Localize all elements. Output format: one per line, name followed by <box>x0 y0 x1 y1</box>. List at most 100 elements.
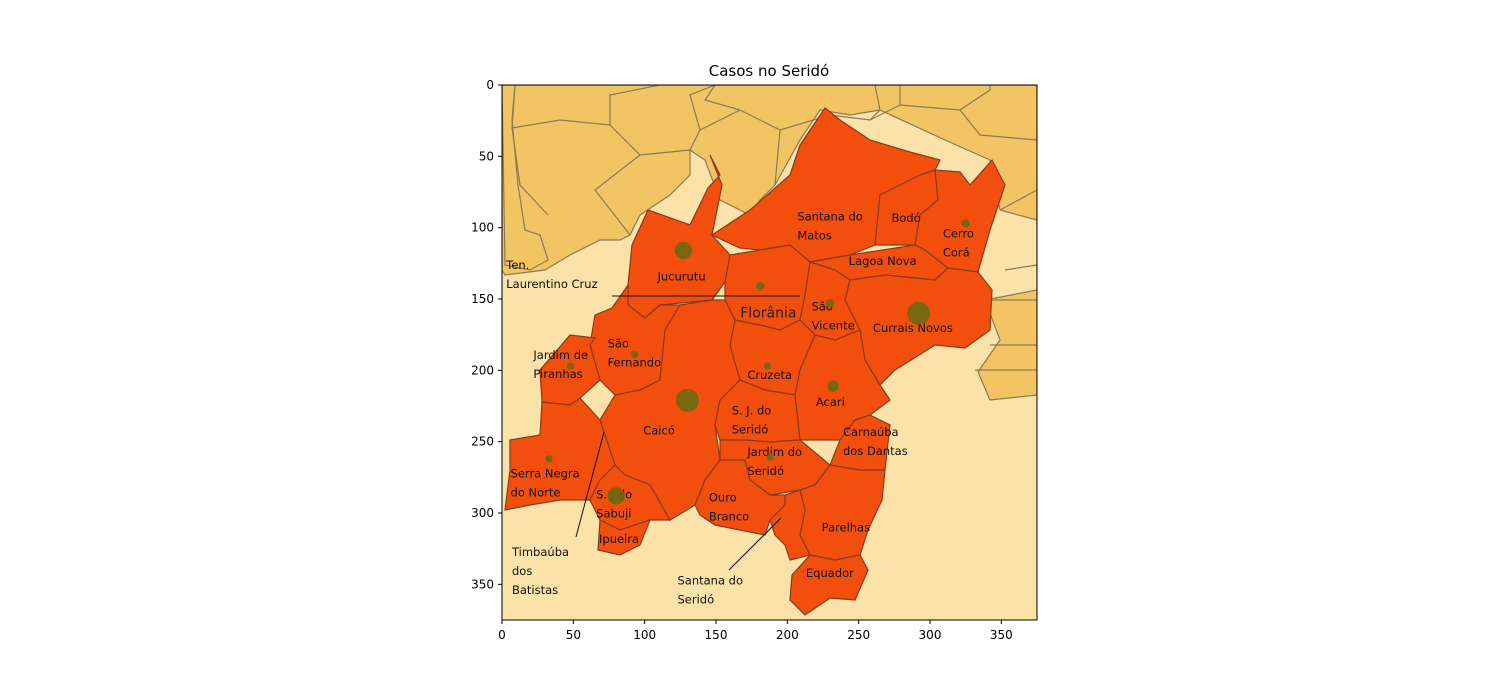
map-label-line: dos <box>512 564 532 578</box>
map-label-line: Lagoa Nova <box>849 254 917 268</box>
case-marker <box>631 351 639 359</box>
case-marker <box>607 487 625 505</box>
region-santana-do-serido <box>769 489 811 561</box>
map-label-line: Seridó <box>677 592 714 606</box>
y-tick-label: 50 <box>479 149 494 163</box>
map-label-jardim-do-serido: Jardim do Seridó <box>746 445 802 478</box>
y-tick-label: 300 <box>471 506 494 520</box>
map-label-line: Currais Novos <box>873 321 953 335</box>
map-label-timbauba-dos-batistas: Timbaúba dos Batistas <box>511 545 569 597</box>
y-tick-label: 100 <box>471 221 494 235</box>
x-tick-label: 200 <box>776 628 799 642</box>
map-label-carnauba-dos-dantas: Carnaúba dos Dantas <box>843 425 908 458</box>
leader-lines <box>575 295 800 571</box>
case-marker <box>545 455 553 463</box>
map-label-line: S. J. do <box>732 404 772 418</box>
map-label-line: Timbaúba <box>511 545 569 559</box>
y-axis: 0 50 100 150 200 250 300 350 <box>471 78 502 591</box>
map-label-line: Caicó <box>643 424 675 438</box>
x-tick-label: 300 <box>919 628 942 642</box>
x-tick-label: 250 <box>847 628 870 642</box>
case-marker <box>825 298 835 308</box>
axes-frame <box>501 84 1038 621</box>
map-label-caico: Caicó <box>643 424 675 438</box>
map-label-line: Cruzeta <box>747 368 792 382</box>
map-label-line: Jucurutu <box>657 269 706 283</box>
map-label-bodo: Bodó <box>891 211 920 225</box>
map-label-currais-novos: Currais Novos <box>873 321 953 335</box>
x-tick-label: 150 <box>705 628 728 642</box>
map-label-sj-do-serido: S. J. do Seridó <box>732 404 772 437</box>
case-marker <box>907 301 931 325</box>
case-marker <box>763 362 771 370</box>
map-label-line: Vicente <box>812 318 855 332</box>
x-tick-label: 100 <box>633 628 656 642</box>
map-label-line: Corá <box>943 246 970 260</box>
map-label-florania: Florânia <box>740 306 796 322</box>
map-label-line: Ouro <box>709 491 737 505</box>
map-label-jardim-de-piranhas: Jardim de Piranhas <box>532 348 588 381</box>
map-label-line: Cerro <box>943 227 974 241</box>
map-label-line: Sabuji <box>596 507 631 521</box>
map-label-line: Bodó <box>891 211 920 225</box>
map-label-line: Jardim do <box>746 445 802 459</box>
map-label-line: Ten. <box>505 258 529 272</box>
timbauba-leader-line <box>575 431 605 538</box>
neighbor-borders <box>511 85 1037 371</box>
case-marker <box>566 362 575 370</box>
map-label-sao-fernando: São Fernando <box>608 337 662 370</box>
case-marker <box>766 453 774 461</box>
region-equador <box>789 554 869 616</box>
x-axis: 0 50 100 150 200 250 300 350 <box>498 620 1013 642</box>
map-label-acari: Acari <box>816 395 845 409</box>
case-marker <box>961 219 970 228</box>
map-label-line: Florânia <box>740 306 796 322</box>
map-label-line: Branco <box>709 510 749 524</box>
y-tick-label: 0 <box>486 78 494 92</box>
map-label-line: Batistas <box>512 583 558 597</box>
map-label-line: Jardim de <box>532 348 588 362</box>
map-label-parelhas: Parelhas <box>822 521 871 535</box>
map-label-line: Equador <box>806 566 854 580</box>
map-label-serra-negra-do-norte: Serra Negra do Norte <box>511 466 580 499</box>
case-marker <box>827 380 839 392</box>
region-serra-negra-do-norte <box>504 397 616 511</box>
map-label-lagoa-nova: Lagoa Nova <box>849 254 917 268</box>
y-tick-label: 150 <box>471 292 494 306</box>
map-label-line: Ipueira <box>599 532 639 546</box>
case-marker <box>674 241 692 260</box>
map-label-cruzeta: Cruzeta <box>747 368 792 382</box>
map-label-line: Seridó <box>732 423 769 437</box>
map-label-santana-do-serido: Santana do Seridó <box>677 573 743 606</box>
map-label-line: do Norte <box>511 485 561 499</box>
serido-region <box>504 107 1006 616</box>
map-label-line: Fernando <box>608 356 662 370</box>
x-tick-label: 50 <box>566 628 581 642</box>
map-label-equador: Equador <box>806 566 854 580</box>
y-tick-label: 250 <box>471 435 494 449</box>
map-label-line: Piranhas <box>533 367 582 381</box>
map-label-line: Santana do <box>797 210 863 224</box>
map-label-line: Matos <box>797 229 832 243</box>
region-sj-do-sabuji <box>589 464 672 531</box>
map-label-santana-do-matos: Santana do Matos <box>797 210 863 243</box>
x-tick-label: 0 <box>498 628 506 642</box>
santana-do-serido-leader-line <box>728 517 782 571</box>
case-marker <box>755 281 765 291</box>
map-label-line: dos Dantas <box>843 444 908 458</box>
map-label-line: Carnaúba <box>843 425 899 439</box>
chart-title: Casos no Seridó <box>709 62 829 80</box>
map-label-line: Parelhas <box>822 521 871 535</box>
region-labels: Santana do Matos Bodó Cerro Corá Lagoa Nova Te… <box>505 210 974 607</box>
x-tick-label: 350 <box>990 628 1013 642</box>
map-label-cerro-cora: Cerro Corá <box>943 227 974 260</box>
map-label-line: Acari <box>816 395 845 409</box>
map-label-line: Serra Negra <box>511 466 580 480</box>
map-image: Santana do Matos Bodó Cerro Corá Lagoa Nova Te… <box>502 85 1037 620</box>
map-label-ipueira: Ipueira <box>599 532 639 546</box>
map-label-line: São <box>608 337 629 351</box>
map-label-ten-laurentino-cruz: Ten. Laurentino Cruz <box>505 258 597 291</box>
case-marker <box>675 388 699 412</box>
map-label-line: Santana do <box>677 573 743 587</box>
